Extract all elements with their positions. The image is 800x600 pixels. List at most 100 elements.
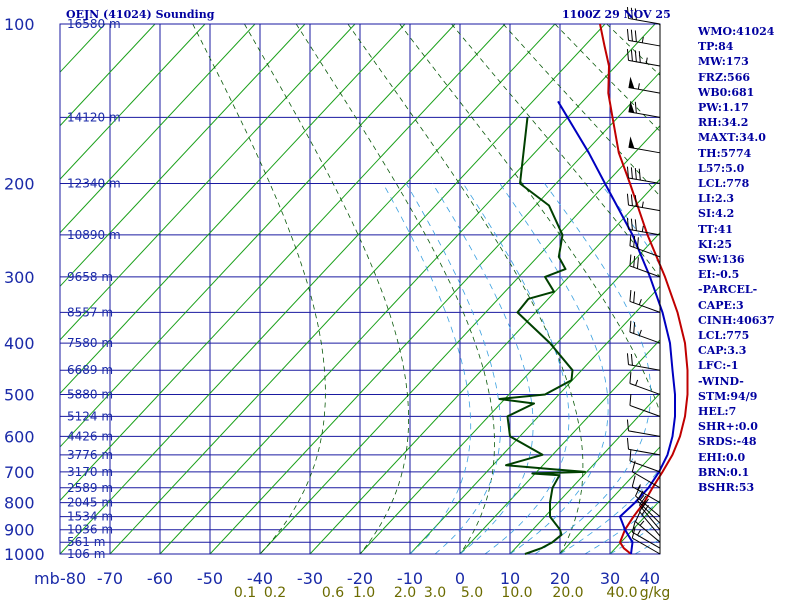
sounding-index: WB0:681 xyxy=(698,85,755,99)
skewed-isotherm-line xyxy=(60,24,356,341)
station-title: OEJN (41024) Sounding xyxy=(66,8,215,21)
wind-barb xyxy=(628,136,661,154)
wind-barb xyxy=(635,511,661,543)
sounding-index: STM:94/9 xyxy=(698,389,758,403)
sounding-index: TP:84 xyxy=(698,40,734,54)
pressure-tick-label: 1000 xyxy=(4,545,45,564)
height-label: 3776 m xyxy=(67,448,113,462)
wind-barb xyxy=(629,394,661,417)
mixing-ratio-label: 0.6 xyxy=(322,585,344,600)
wind-barb-half xyxy=(641,201,644,208)
wind-barb-full xyxy=(636,237,639,249)
wind-barb-full xyxy=(638,168,641,181)
skewed-isotherm-line xyxy=(60,24,306,288)
skewed-isotherm-line xyxy=(259,124,660,554)
dry-adiabat-line xyxy=(192,24,326,554)
sounding-index: KI:25 xyxy=(698,237,733,251)
sounding-index: BSHR:53 xyxy=(698,481,755,495)
temperature-tick-label: 40 xyxy=(640,569,660,588)
sounding-index: LI:2.3 xyxy=(698,192,735,206)
height-label: 3170 m xyxy=(67,465,113,479)
dry-adiabat-line xyxy=(399,24,660,554)
moist-adiabat-line xyxy=(559,183,660,554)
parcel-trace xyxy=(557,100,676,555)
wind-barb-staff xyxy=(629,404,661,417)
wind-barb-full xyxy=(636,257,639,269)
wind-barb-column xyxy=(626,7,661,555)
temperature-tick-label: 30 xyxy=(600,569,620,588)
wind-barb-full xyxy=(634,8,637,20)
wind-barb-full xyxy=(630,7,633,20)
skewed-isotherm-line xyxy=(409,285,660,554)
mixing-ratio-label: 20.0 xyxy=(552,585,583,600)
moist-adiabat-line xyxy=(499,183,609,554)
wind-barb-full xyxy=(626,217,629,230)
height-label: 561 m xyxy=(67,535,105,549)
height-label: 1036 m xyxy=(67,523,113,537)
sounding-indices-panel: WMO:41024 TP:84 MW:173 FRZ:566 WB0:681 PW:1.1… xyxy=(698,24,798,495)
sounding-index: PW:1.17 xyxy=(698,101,749,115)
sounding-index: CINH:40637 xyxy=(698,313,775,327)
wind-barb-staff xyxy=(628,59,661,67)
sounding-index: SRDS:-48 xyxy=(698,435,757,449)
wind-barb-full xyxy=(626,419,629,431)
moist-adiabat-line xyxy=(462,183,570,554)
pressure-unit-label: mb xyxy=(34,569,60,588)
sounding-index: WMO:41024 xyxy=(698,25,775,38)
wind-barb-full xyxy=(626,49,629,61)
wind-barb xyxy=(626,353,661,371)
sounding-index: BRN:0.1 xyxy=(698,465,750,479)
dry-adiabat-line xyxy=(347,24,584,554)
wind-barb xyxy=(626,419,661,437)
wind-barb xyxy=(629,290,661,313)
pressure-tick-label: 400 xyxy=(4,334,35,353)
wind-barb-pennant xyxy=(628,76,635,89)
wind-barb-full xyxy=(629,320,632,333)
temperature-tick-label: -60 xyxy=(147,569,173,588)
wind-barb-staff xyxy=(629,460,661,473)
skewed-isotherm-line xyxy=(509,392,660,554)
mixing-ratio-label: 10.0 xyxy=(501,585,532,600)
wind-barb xyxy=(629,320,661,344)
wind-barb-full xyxy=(630,29,633,42)
wind-barb-staff xyxy=(628,448,661,456)
wind-barb-full xyxy=(629,234,632,246)
wind-barb-full xyxy=(634,101,637,114)
wind-barb-full xyxy=(633,255,636,268)
mixing-ratio-label: 3.0 xyxy=(424,585,446,600)
mixing-ratio-label: 0.1 xyxy=(234,585,256,600)
pressure-tick-label: 600 xyxy=(4,427,35,446)
wind-barb-full xyxy=(641,504,649,515)
wind-barb-full xyxy=(634,30,637,42)
wind-barb xyxy=(635,485,661,517)
wind-barb-staff xyxy=(628,17,661,25)
wind-barb-half xyxy=(641,36,644,43)
sounding-index: TT:41 xyxy=(698,222,733,236)
wind-barb-staff xyxy=(629,300,661,313)
mixing-ratio-label: g/kg xyxy=(640,585,671,600)
temperature-tick-label: -70 xyxy=(97,569,123,588)
pressure-tick-label: 100 xyxy=(4,15,35,34)
wind-barb-staff xyxy=(628,177,661,185)
sounding-index: L57:5.0 xyxy=(698,161,745,175)
height-label: 1534 m xyxy=(67,510,113,524)
dry-adiabat-line xyxy=(295,24,495,554)
wind-barb xyxy=(626,217,661,236)
wind-barb-full xyxy=(634,219,637,231)
moist-adiabat-line xyxy=(534,183,652,554)
temperature-tick-label: 0 xyxy=(455,569,465,588)
pressure-tick-label: 300 xyxy=(4,268,35,287)
height-label: 16580 m xyxy=(67,17,121,31)
temperature-tick-label: -10 xyxy=(397,569,423,588)
wind-barb xyxy=(626,49,661,67)
wind-barb-half xyxy=(639,520,645,526)
sounding-index: FRZ:566 xyxy=(698,70,751,84)
mixing-ratio-label: 1.0 xyxy=(353,585,375,600)
temperature-tick-label: 10 xyxy=(500,569,520,588)
wind-barb-full xyxy=(634,167,637,180)
wind-barb-full xyxy=(630,218,633,231)
height-label: 8557 m xyxy=(67,305,113,319)
sounding-index: LCL:778 xyxy=(698,177,750,191)
skewed-isotherm-line xyxy=(60,24,556,554)
wind-barb xyxy=(626,7,661,25)
